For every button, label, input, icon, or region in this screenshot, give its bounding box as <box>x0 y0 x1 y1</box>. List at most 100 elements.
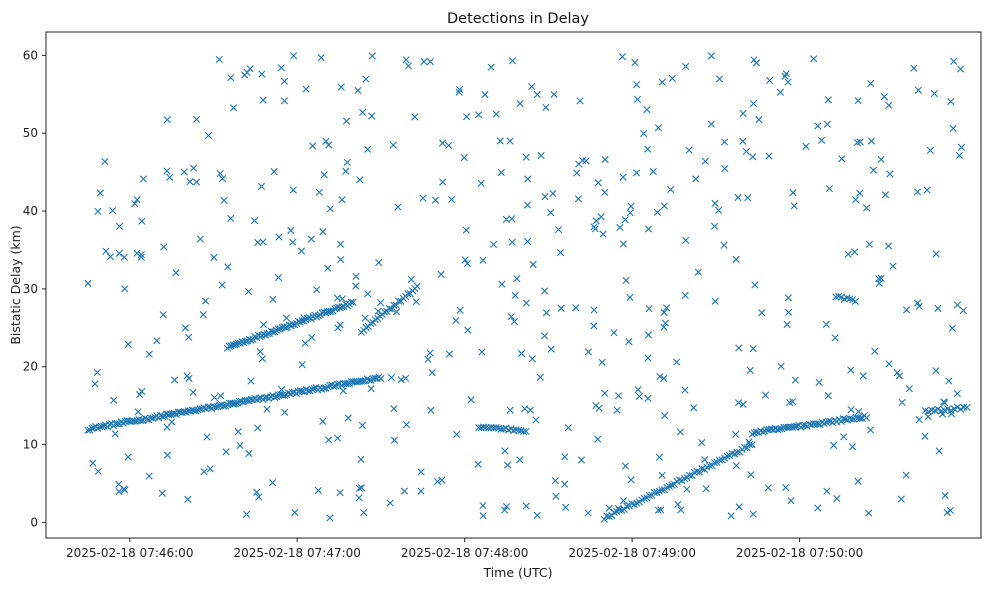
data-point <box>137 251 145 259</box>
data-point <box>407 275 415 283</box>
data-point <box>732 255 740 263</box>
data-point <box>287 226 295 235</box>
data-point <box>337 83 345 91</box>
data-point <box>215 55 223 64</box>
data-point <box>867 79 875 88</box>
data-point <box>913 188 922 196</box>
data-point <box>390 436 399 444</box>
data-point <box>741 443 749 451</box>
data-point <box>479 512 487 520</box>
data-point <box>735 344 743 352</box>
y-tick-label: 60 <box>23 48 38 62</box>
data-point <box>955 151 964 160</box>
data-point <box>790 423 799 431</box>
data-point <box>755 116 763 124</box>
data-point <box>818 136 826 144</box>
data-point <box>358 421 367 430</box>
x-axis: 2025-02-18 07:46:00 2025-02-18 07:47:00 20… <box>66 538 863 560</box>
data-point <box>506 137 514 145</box>
data-point <box>89 459 97 467</box>
data-point <box>640 494 648 503</box>
data-point <box>715 456 724 464</box>
data-point <box>960 403 968 411</box>
data-point <box>953 403 961 411</box>
data-point <box>528 82 536 91</box>
data-point <box>946 506 954 515</box>
data-point <box>386 499 394 507</box>
data-point <box>218 281 226 289</box>
data-point <box>631 58 639 67</box>
data-point <box>801 421 809 429</box>
y-tick-label: 20 <box>23 360 38 374</box>
data-point <box>297 247 306 255</box>
data-point <box>402 374 410 382</box>
data-point <box>91 380 99 388</box>
data-point <box>456 306 464 314</box>
data-point <box>758 309 766 317</box>
data-point <box>943 509 951 517</box>
data-point <box>308 385 316 393</box>
data-point <box>200 468 208 476</box>
data-point <box>732 461 740 470</box>
data-point <box>862 204 871 212</box>
data-point <box>935 447 943 455</box>
data-point <box>663 483 671 491</box>
data-point <box>269 295 277 303</box>
data-point <box>390 405 398 413</box>
data-point <box>739 109 747 118</box>
data-point <box>572 304 580 312</box>
data-point <box>657 506 665 514</box>
data-point <box>865 509 873 517</box>
data-point <box>915 415 923 424</box>
data-point <box>110 396 118 404</box>
data-point <box>242 510 251 518</box>
data-point <box>685 146 693 154</box>
data-point <box>507 313 515 321</box>
data-point <box>374 307 382 315</box>
data-point <box>749 510 757 518</box>
data-point <box>660 202 668 210</box>
data-point <box>94 207 102 215</box>
data-point <box>614 392 623 400</box>
data-point <box>180 168 188 176</box>
data-point <box>626 293 634 302</box>
data-point <box>810 55 818 63</box>
data-point <box>701 456 709 464</box>
data-point <box>121 486 129 494</box>
data-point <box>166 173 174 181</box>
data-point <box>752 59 760 67</box>
data-point <box>120 253 128 261</box>
data-point <box>222 448 230 456</box>
data-point <box>522 153 530 161</box>
data-point <box>510 317 518 326</box>
data-point <box>905 385 913 393</box>
data-point <box>259 238 267 246</box>
data-point <box>282 324 290 332</box>
data-point <box>784 78 792 86</box>
data-point <box>734 399 743 407</box>
data-point <box>327 307 335 315</box>
data-point <box>280 391 289 399</box>
data-point <box>577 456 585 464</box>
data-point <box>319 228 327 236</box>
data-point <box>824 417 833 425</box>
data-point <box>98 422 106 431</box>
data-point <box>626 209 634 217</box>
data-point <box>844 250 852 258</box>
data-points <box>84 52 971 523</box>
data-point <box>508 238 516 246</box>
data-point <box>823 487 831 495</box>
data-point <box>344 414 352 422</box>
data-point <box>701 157 709 165</box>
data-point <box>163 167 171 175</box>
data-point <box>513 275 521 283</box>
data-point <box>723 452 731 460</box>
data-point <box>739 400 747 408</box>
data-point <box>263 405 271 413</box>
data-point <box>498 280 506 288</box>
data-point <box>677 506 685 514</box>
x-axis-label: Time (UTC) <box>482 565 552 580</box>
data-point <box>455 86 464 94</box>
data-point <box>511 291 519 299</box>
data-point <box>789 189 797 197</box>
